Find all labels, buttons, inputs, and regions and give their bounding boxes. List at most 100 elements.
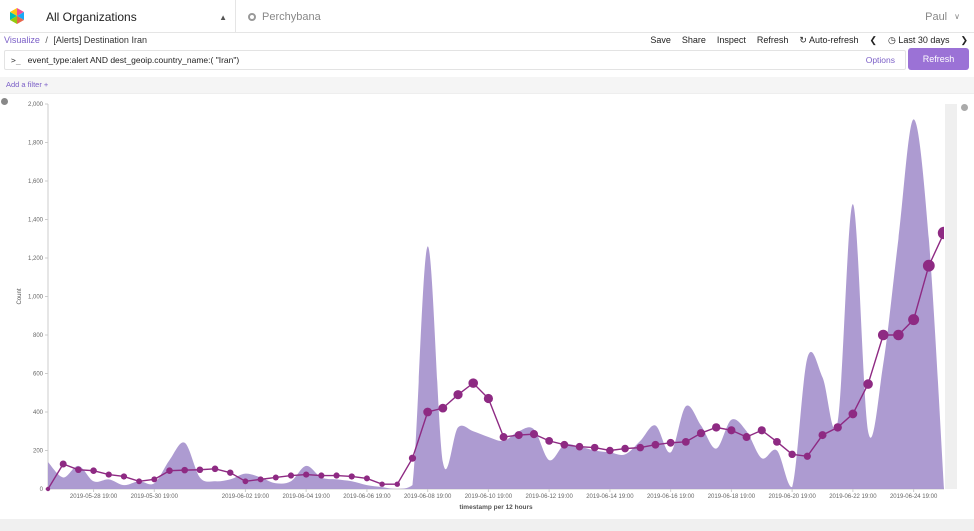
x-tick-label: 2019-06-08 19:00 bbox=[404, 494, 452, 500]
breadcrumb: Visualize / [Alerts] Destination Iran bbox=[4, 35, 147, 45]
line-point bbox=[151, 476, 158, 483]
organization-label: All Organizations bbox=[46, 9, 137, 24]
organization-selector[interactable]: All Organizations ▲ bbox=[36, 0, 236, 33]
line-point bbox=[227, 469, 234, 476]
x-tick-label: 2019-06-20 19:00 bbox=[768, 494, 816, 500]
time-picker[interactable]: ◷ Last 30 days bbox=[888, 35, 949, 46]
line-point bbox=[333, 472, 340, 479]
user-menu[interactable]: Paul ∨ bbox=[925, 0, 960, 33]
caret-up-icon: ▲ bbox=[219, 13, 227, 22]
line-point bbox=[483, 393, 494, 404]
space-indicator[interactable]: Perchybana bbox=[248, 0, 321, 33]
x-axis-label: timestamp per 12 hours bbox=[459, 504, 533, 511]
line-point bbox=[303, 471, 310, 478]
line-point bbox=[318, 472, 325, 479]
y-tick-label: 1,800 bbox=[28, 141, 44, 147]
y-tick-label: 2,000 bbox=[28, 102, 44, 108]
line-point bbox=[438, 403, 448, 413]
auto-refresh-label: Auto-refresh bbox=[808, 35, 859, 45]
chevron-down-icon: ∨ bbox=[954, 12, 960, 21]
x-tick-label: 2019-05-28 19:00 bbox=[70, 494, 118, 500]
line-point bbox=[666, 438, 675, 447]
query-prompt-icon: >_ bbox=[11, 55, 21, 65]
inspect-button[interactable]: Inspect bbox=[716, 35, 746, 45]
line-point bbox=[742, 433, 751, 442]
line-point bbox=[636, 443, 645, 452]
line-point bbox=[363, 475, 370, 482]
share-button[interactable]: Share bbox=[681, 35, 706, 45]
line-point bbox=[893, 329, 904, 341]
line-point bbox=[529, 430, 539, 439]
line-point bbox=[394, 481, 400, 487]
line-point bbox=[423, 407, 433, 417]
x-tick-label: 2019-06-12 19:00 bbox=[525, 494, 573, 500]
query-text: event_type:alert AND dest_geoip.country_… bbox=[27, 55, 240, 65]
line-point bbox=[757, 426, 766, 435]
line-point bbox=[712, 423, 721, 432]
refresh-link[interactable]: Refresh bbox=[756, 35, 789, 45]
line-point bbox=[75, 466, 82, 474]
query-input[interactable]: >_ event_type:alert AND dest_geoip.count… bbox=[4, 50, 906, 70]
line-point bbox=[379, 481, 385, 487]
x-tick-label: 2019-06-06 19:00 bbox=[343, 494, 391, 500]
app-logo-icon[interactable] bbox=[8, 7, 26, 25]
line-point bbox=[272, 474, 279, 481]
x-tick-label: 2019-06-24 19:00 bbox=[890, 494, 938, 500]
line-point bbox=[681, 437, 690, 446]
line-point bbox=[937, 226, 944, 240]
line-point bbox=[651, 440, 660, 449]
user-name: Paul bbox=[925, 10, 948, 23]
line-point bbox=[348, 473, 355, 480]
line-point bbox=[621, 444, 629, 453]
line-point bbox=[877, 329, 889, 341]
bottom-band bbox=[0, 519, 974, 531]
line-point bbox=[606, 446, 614, 455]
line-point bbox=[727, 426, 736, 435]
line-point bbox=[287, 472, 295, 479]
line-point bbox=[196, 466, 204, 474]
query-options-link[interactable]: Options bbox=[865, 55, 895, 65]
legend-panel bbox=[945, 104, 957, 489]
line-point bbox=[499, 433, 508, 442]
x-tick-label: 2019-06-02 19:00 bbox=[222, 494, 270, 500]
line-point bbox=[833, 423, 842, 432]
line-point bbox=[803, 452, 811, 460]
y-axis-label: Count bbox=[17, 288, 23, 304]
auto-refresh-button[interactable]: ↻ Auto-refresh bbox=[799, 35, 858, 46]
nav-row: Visualize / [Alerts] Destination Iran Sa… bbox=[0, 33, 974, 49]
line-point bbox=[575, 442, 584, 451]
refresh-button[interactable]: Refresh bbox=[908, 48, 969, 70]
line-point bbox=[922, 259, 935, 272]
area-series bbox=[48, 119, 944, 490]
space-label: Perchybana bbox=[262, 10, 321, 23]
y-tick-label: 400 bbox=[33, 410, 44, 416]
add-filter-link[interactable]: Add a filter + bbox=[6, 80, 49, 89]
y-tick-label: 0 bbox=[40, 487, 44, 493]
line-point bbox=[408, 454, 417, 462]
line-point bbox=[166, 467, 173, 475]
save-button[interactable]: Save bbox=[650, 35, 671, 45]
line-point bbox=[696, 429, 706, 438]
top-bar: All Organizations ▲ Perchybana Paul ∨ bbox=[0, 0, 974, 33]
time-back-button[interactable]: ❮ bbox=[869, 35, 878, 45]
line-point bbox=[545, 436, 554, 445]
collapse-sidebar-icon[interactable] bbox=[1, 98, 8, 105]
line-point bbox=[818, 431, 827, 440]
line-point bbox=[59, 460, 67, 468]
x-tick-label: 2019-06-04 19:00 bbox=[282, 494, 330, 500]
line-point bbox=[560, 440, 569, 449]
chart-area: 0 200 400 600 800 1,000 1,200 1,400 1,600 1,800 2,… bbox=[0, 95, 974, 515]
x-tick-label: 2019-05-30 19:00 bbox=[131, 494, 179, 500]
line-point bbox=[45, 486, 51, 492]
breadcrumb-visualize-link[interactable]: Visualize bbox=[4, 35, 40, 45]
y-tick-label: 800 bbox=[33, 333, 44, 339]
time-forward-button[interactable]: ❯ bbox=[960, 35, 968, 45]
line-point bbox=[788, 450, 796, 459]
line-point bbox=[257, 476, 264, 483]
line-point bbox=[453, 390, 463, 400]
breadcrumb-current: [Alerts] Destination Iran bbox=[53, 35, 147, 45]
toggle-legend-icon[interactable] bbox=[961, 104, 968, 111]
line-point bbox=[181, 466, 188, 474]
line-point bbox=[848, 409, 858, 419]
y-tick-label: 1,600 bbox=[28, 179, 44, 185]
